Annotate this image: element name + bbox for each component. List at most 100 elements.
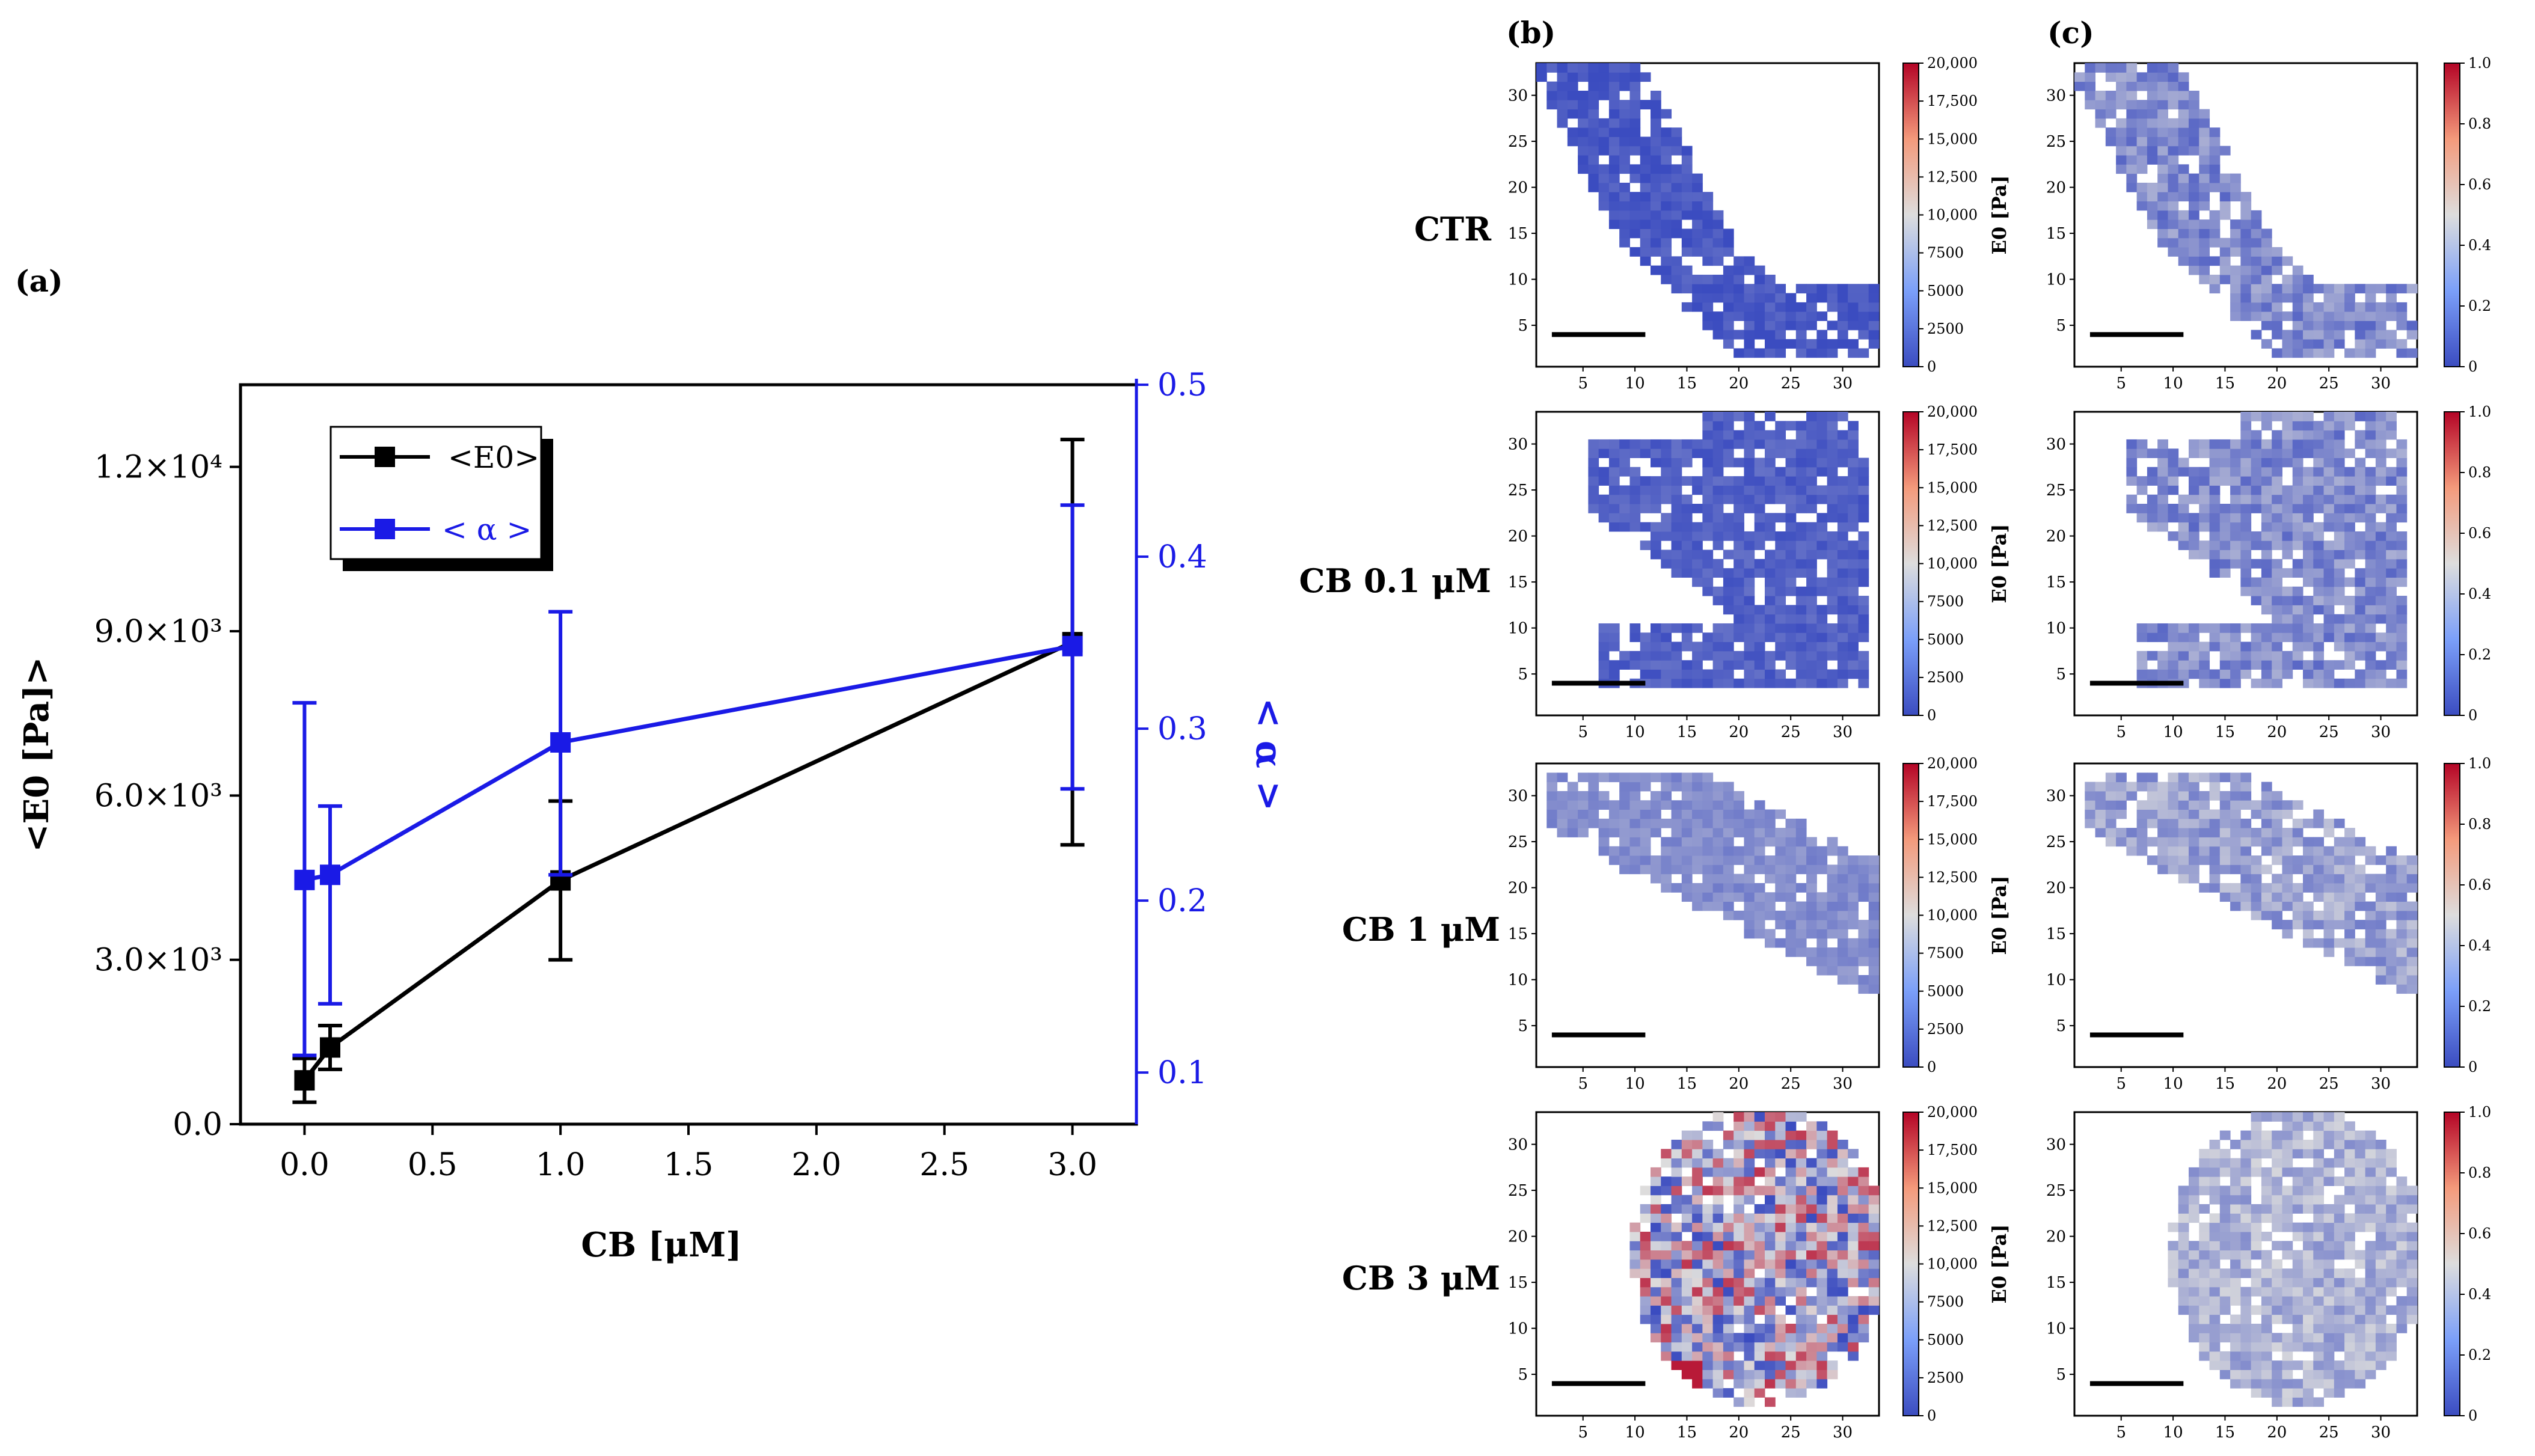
heatmap-cell xyxy=(1775,641,1786,652)
heatmap-cell xyxy=(1744,448,1755,459)
heatmap-cell xyxy=(1578,63,1589,73)
heatmap-cell xyxy=(2282,256,2293,266)
heatmap-cell xyxy=(2240,457,2252,468)
heatmap-cell xyxy=(1837,1333,1848,1343)
heatmap-cell xyxy=(1795,828,1807,837)
heatmap-cell xyxy=(1681,1158,1693,1168)
heatmap-x-tick-label: 10 xyxy=(1625,1424,1645,1442)
heatmap-cell xyxy=(2240,265,2252,275)
heatmap-cell xyxy=(1785,494,1797,504)
heatmap-cell xyxy=(2230,1158,2241,1168)
heatmap-cell xyxy=(1744,1259,1755,1269)
heatmap-cell xyxy=(2334,513,2345,523)
heatmap-cell xyxy=(2251,596,2262,605)
heatmap-cell xyxy=(1702,1158,1714,1168)
heatmap-cell xyxy=(2251,855,2262,865)
heatmap-cell xyxy=(1629,846,1641,856)
heatmap-cell xyxy=(1619,522,1630,532)
heatmap-cell xyxy=(2313,1397,2325,1407)
heatmap-cell xyxy=(1868,1259,1880,1269)
heatmap-cell xyxy=(2126,439,2138,449)
heatmap-cell xyxy=(1827,947,1838,957)
heatmap-cell xyxy=(2261,421,2272,431)
heatmap-cell xyxy=(1733,329,1744,340)
heatmap-cell xyxy=(2355,1351,2366,1361)
heatmap-cell xyxy=(1785,837,1797,847)
heatmap-cell xyxy=(2313,678,2325,688)
heatmap-cell xyxy=(1619,127,1630,137)
heatmap-cell xyxy=(2365,302,2376,312)
heatmap-cell xyxy=(2355,412,2366,421)
heatmap-cell xyxy=(2355,1194,2366,1205)
heatmap-x-tick-label: 10 xyxy=(2163,723,2183,741)
heatmap-cell xyxy=(1858,1305,1869,1315)
heatmap-cell xyxy=(1661,1241,1672,1251)
heatmap-cell xyxy=(2272,910,2282,920)
heatmap-cell xyxy=(1723,457,1734,468)
heatmap-cell xyxy=(2230,632,2241,643)
heatmap-cell xyxy=(1775,568,1786,578)
heatmap-cell xyxy=(2189,476,2199,486)
heatmap-cell xyxy=(2261,882,2272,893)
heatmap-cell xyxy=(1692,772,1703,783)
heatmap-cell xyxy=(2157,791,2168,801)
heatmap-cell xyxy=(2344,1121,2355,1131)
heatmap-cell xyxy=(2344,892,2355,902)
heatmap-cell xyxy=(2168,641,2179,652)
heatmap-cell xyxy=(2251,678,2262,688)
heatmap-cell xyxy=(1785,1305,1797,1315)
heatmap-cell xyxy=(1651,1277,1661,1288)
heatmap-cell xyxy=(2261,448,2272,459)
heatmap-cell xyxy=(2209,522,2221,532)
heatmap-cell xyxy=(1712,1222,1724,1232)
heatmap-cell xyxy=(1598,846,1610,856)
heatmap-cell xyxy=(2219,513,2231,523)
heatmap-cell xyxy=(2355,457,2366,468)
heatmap-cell xyxy=(2323,293,2335,303)
colorbar-tick-label: 0.8 xyxy=(2468,115,2491,132)
heatmap-cell xyxy=(1712,1314,1724,1324)
heatmap-cell xyxy=(2240,791,2252,801)
heatmap-cell xyxy=(1723,1213,1734,1223)
heatmap-cell xyxy=(1733,1286,1744,1297)
heatmap-cell xyxy=(2375,448,2386,459)
heatmap-cell xyxy=(1712,237,1724,248)
heatmap-cell xyxy=(1567,90,1578,100)
heatmap-cell xyxy=(2085,81,2096,91)
heatmap-cell xyxy=(1651,457,1661,468)
heatmap-cell xyxy=(2313,1277,2325,1288)
heatmap-cell xyxy=(1733,1213,1744,1223)
heatmap-cell xyxy=(2375,457,2386,468)
heatmap-cell xyxy=(1640,800,1651,810)
heatmap-cell xyxy=(2303,846,2314,856)
heatmap-cell xyxy=(2219,549,2231,560)
heatmap-cell xyxy=(1671,828,1682,837)
heatmap-cell xyxy=(1651,201,1661,211)
heatmap-cell xyxy=(1692,1369,1703,1380)
heatmap-cell xyxy=(1546,63,1558,73)
heatmap-cell xyxy=(2375,1351,2386,1361)
heatmap-cell xyxy=(1733,1176,1744,1186)
heatmap-cell xyxy=(2126,837,2138,847)
heatmap-cell xyxy=(2147,145,2158,156)
heatmap-cell xyxy=(1868,864,1880,875)
heatmap-cell xyxy=(2292,1314,2304,1324)
heatmap-cell xyxy=(2365,623,2376,633)
heatmap-cell xyxy=(1858,1250,1869,1260)
heatmap-cell xyxy=(2406,882,2418,893)
heatmap-cell xyxy=(2292,1342,2304,1352)
heatmap-cell xyxy=(1775,1259,1786,1269)
heatmap-cell xyxy=(2219,660,2231,670)
heatmap-cell xyxy=(2344,1333,2355,1343)
heatmap-cell xyxy=(2365,1305,2376,1315)
heatmap-cell xyxy=(1816,430,1828,440)
heatmap-cell xyxy=(2178,90,2189,100)
heatmap-cell xyxy=(1619,109,1630,119)
heatmap-cell xyxy=(2178,1222,2189,1232)
heatmap-cell xyxy=(2272,412,2282,421)
heatmap-cell xyxy=(2386,855,2397,865)
heatmap-cell xyxy=(1723,1369,1734,1380)
heatmap-cell xyxy=(1837,540,1848,551)
heatmap-cell xyxy=(2251,494,2262,504)
heatmap-cell xyxy=(2147,118,2158,128)
